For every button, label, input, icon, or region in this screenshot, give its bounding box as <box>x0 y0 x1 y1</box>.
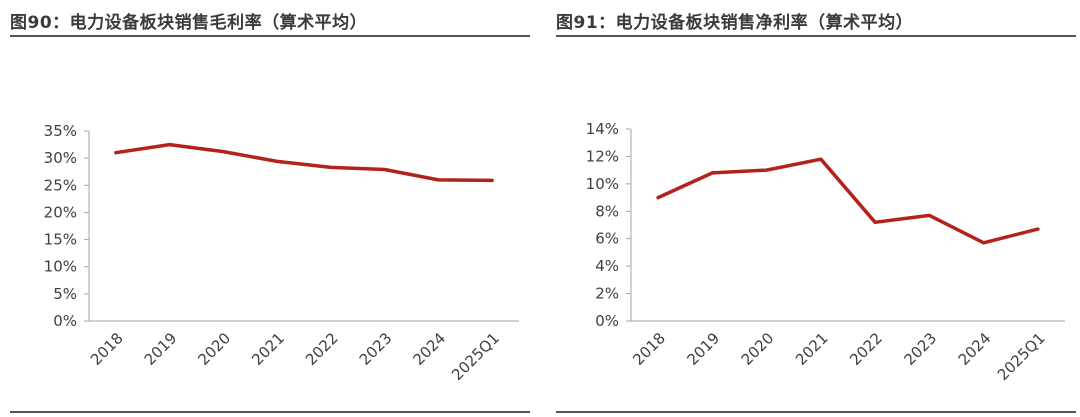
y-tick-label: 20% <box>44 203 77 221</box>
y-tick-label: 0% <box>53 312 77 330</box>
chart-title: 图91：电力设备板块销售净利率（算术平均） <box>556 13 914 33</box>
x-tick-label: 2022 <box>302 329 342 369</box>
y-tick-label: 2% <box>595 285 619 303</box>
y-tick-label: 25% <box>44 176 77 194</box>
data-point <box>383 168 387 172</box>
y-tick-label: 8% <box>595 202 619 220</box>
data-point <box>1036 227 1040 231</box>
y-tick-label: 30% <box>44 149 77 167</box>
data-point <box>982 241 986 245</box>
chart-panel-net-margin: 图91：电力设备板块销售净利率（算术平均） 0% 2% 4% 6% 8% 10% 12% 14… <box>556 0 1076 417</box>
chart-panel-gross-margin: 图90：电力设备板块销售毛利率（算术平均） 0% 5% 10% 15% 20% 25% 30… <box>10 0 530 417</box>
series-line <box>114 142 494 183</box>
data-point <box>819 157 823 161</box>
data-point <box>490 178 494 182</box>
y-tick-label: 6% <box>595 230 619 248</box>
y-tick-label: 15% <box>44 231 77 249</box>
bottom-divider <box>556 411 1076 413</box>
x-tick-label: 2021 <box>248 329 288 369</box>
y-tick-label: 35% <box>44 122 77 140</box>
x-tick-label: 2023 <box>356 329 396 369</box>
y-tick-label: 12% <box>586 147 619 165</box>
data-point <box>168 143 172 147</box>
data-point <box>329 165 333 169</box>
x-tick-label: 2025Q1 <box>448 329 503 384</box>
chart-title: 图90：电力设备板块销售毛利率（算术平均） <box>10 13 368 33</box>
x-tick-label: 2025Q1 <box>994 329 1049 384</box>
x-tick-label: 2019 <box>683 329 723 369</box>
title-divider <box>556 35 1076 37</box>
x-tick-label: 2020 <box>738 329 778 369</box>
x-tick-label: 2024 <box>955 329 995 369</box>
x-tick-label: 2020 <box>194 329 234 369</box>
title-divider <box>10 35 530 37</box>
y-tick-label: 10% <box>586 175 619 193</box>
x-tick-label: 2018 <box>629 329 669 369</box>
y-tick-label: 10% <box>44 258 77 276</box>
x-tick-label: 2024 <box>409 329 449 369</box>
data-point <box>114 151 118 155</box>
y-tick-label: 4% <box>595 257 619 275</box>
data-point <box>927 213 931 217</box>
data-point <box>221 150 225 154</box>
x-tick-label: 2022 <box>846 329 886 369</box>
series-line <box>656 157 1040 245</box>
data-point <box>436 178 440 182</box>
data-point <box>275 159 279 163</box>
x-tick-label: 2021 <box>792 329 832 369</box>
net-margin-chart: 0% 2% 4% 6% 8% 10% 12% 14% 2018 2019 2020 2021 2022 2… <box>586 120 1065 384</box>
x-tick-label: 2018 <box>87 329 127 369</box>
gross-margin-chart: 0% 5% 10% 15% 20% 25% 30% 35% 2018 2019 2020 2021 20… <box>44 122 519 384</box>
data-point <box>710 171 714 175</box>
y-tick-label: 14% <box>586 120 619 138</box>
data-point <box>873 220 877 224</box>
x-tick-label: 2023 <box>900 329 940 369</box>
bottom-divider <box>10 411 530 413</box>
y-tick-label: 0% <box>595 312 619 330</box>
x-tick-label: 2019 <box>141 329 181 369</box>
data-point <box>656 196 660 200</box>
y-tick-label: 5% <box>53 285 77 303</box>
data-point <box>765 168 769 172</box>
